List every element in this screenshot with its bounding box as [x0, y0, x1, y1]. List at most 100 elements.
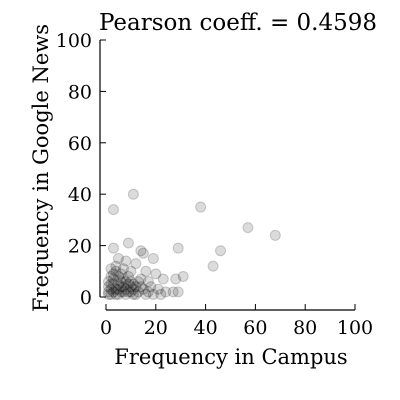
scatter-point: [110, 288, 122, 300]
scatter-point: [107, 268, 119, 280]
scatter-point: [130, 288, 142, 300]
scatter-point: [140, 288, 152, 300]
scatter-point: [115, 286, 127, 298]
x-tick-label: 100: [337, 317, 373, 339]
scatter-point: [105, 278, 117, 290]
scatter-point: [150, 268, 162, 280]
scatter-point: [269, 229, 281, 241]
scatter-point: [107, 286, 119, 298]
scatter-point: [157, 273, 169, 285]
scatter-point: [155, 288, 167, 300]
scatter-point: [115, 281, 127, 293]
scatter-point: [135, 273, 147, 285]
y-tick-label: 100: [56, 30, 92, 52]
scatter-point: [107, 204, 119, 216]
scatter-point: [177, 270, 189, 282]
scatter-point: [102, 286, 114, 298]
scatter-point: [145, 281, 157, 293]
scatter-point: [102, 288, 114, 300]
scatter-point: [107, 278, 119, 290]
scatter-point: [137, 283, 149, 295]
scatter-point: [120, 283, 132, 295]
scatter-point: [135, 245, 147, 257]
y-axis-ticks: 0 20 40 60 80 100: [56, 30, 106, 309]
scatter-point: [105, 288, 117, 300]
scatter-point: [105, 283, 117, 295]
y-axis-label: Frequency in Google News: [29, 24, 53, 312]
scatter-point: [125, 265, 137, 277]
scatter-point: [242, 222, 254, 234]
y-tick-label: 80: [68, 81, 92, 103]
scatter-point: [147, 288, 159, 300]
scatter-point: [107, 273, 119, 285]
scatter-point: [170, 273, 182, 285]
y-tick-label: 20: [68, 236, 92, 258]
scatter-point: [140, 265, 152, 277]
scatter-point: [107, 242, 119, 254]
x-tick-label: 60: [243, 317, 267, 339]
scatter-point: [112, 283, 124, 295]
x-tick-label: 0: [100, 317, 112, 339]
scatter-point: [120, 288, 132, 300]
scatter-point: [172, 286, 184, 298]
scatter-point: [112, 278, 124, 290]
scatter-point: [117, 273, 129, 285]
scatter-point: [137, 247, 149, 259]
scatter-point: [102, 276, 114, 288]
scatter-point: [122, 286, 134, 298]
scatter-point: [117, 263, 129, 275]
scatter-point: [115, 268, 127, 280]
scatter-point: [207, 260, 219, 272]
x-tick-label: 80: [293, 317, 317, 339]
scatter-point: [122, 270, 134, 282]
scatter-point: [125, 286, 137, 298]
data-points: [102, 188, 281, 300]
y-tick-label: 0: [80, 287, 92, 309]
x-tick-label: 20: [144, 317, 168, 339]
scatter-point: [105, 263, 117, 275]
scatter-point: [110, 265, 122, 277]
scatter-point: [115, 276, 127, 288]
scatter-point: [215, 245, 227, 257]
scatter-point: [117, 286, 129, 298]
scatter-point: [110, 260, 122, 272]
scatter-point: [127, 283, 139, 295]
scatter-point: [120, 255, 132, 267]
scatter-point: [127, 288, 139, 300]
scatter-point: [135, 281, 147, 293]
scatter-point: [132, 286, 144, 298]
scatter-point: [195, 201, 207, 213]
scatter-point: [112, 270, 124, 282]
scatter-point: [125, 276, 137, 288]
scatter-point: [122, 237, 134, 249]
scatter-point: [147, 252, 159, 264]
x-axis-ticks: 0 20 40 60 80 100: [100, 304, 373, 339]
scatter-point: [117, 281, 129, 293]
scatter-point: [142, 286, 154, 298]
scatter-point: [130, 281, 142, 293]
scatter-point: [152, 283, 164, 295]
scatter-point: [120, 276, 132, 288]
y-tick-label: 40: [68, 184, 92, 206]
scatter-point: [130, 258, 142, 270]
scatter-point: [142, 276, 154, 288]
scatter-point: [127, 188, 139, 200]
x-tick-label: 40: [194, 317, 218, 339]
scatter-point: [122, 278, 134, 290]
scatter-point: [105, 270, 117, 282]
x-axis-label: Frequency in Campus: [114, 345, 347, 369]
scatter-point: [125, 281, 137, 293]
scatter-point: [127, 278, 139, 290]
scatter-point: [160, 286, 172, 298]
scatter-point: [172, 242, 184, 254]
scatter-point: [112, 252, 124, 264]
scatter-point: [102, 281, 114, 293]
y-tick-label: 60: [68, 133, 92, 155]
scatter-point: [112, 288, 124, 300]
plot-area: 0 20 40 60 80 100 0 20 40 60 80 100: [56, 30, 373, 339]
scatter-point: [110, 283, 122, 295]
chart-title: Pearson coeff. = 0.4598: [99, 10, 377, 36]
